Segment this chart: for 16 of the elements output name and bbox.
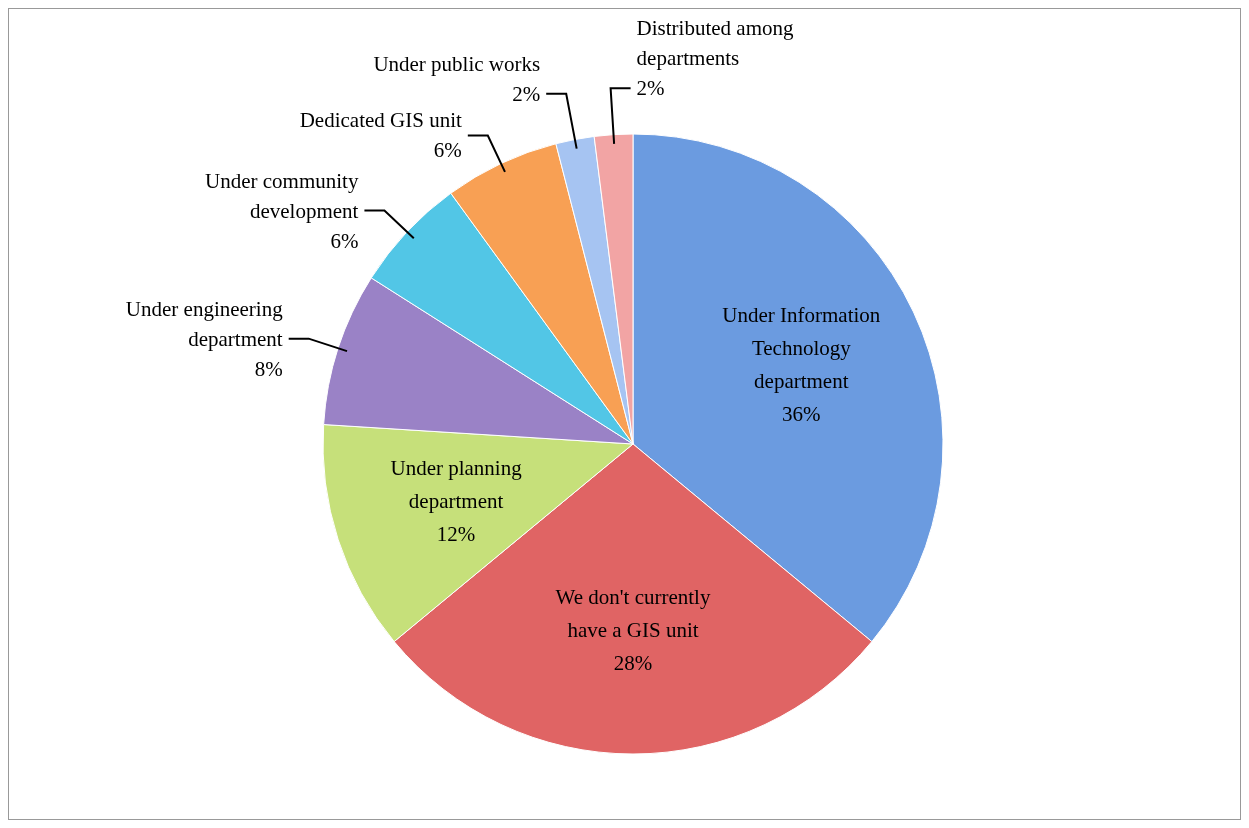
data-label: 8% [254,356,283,381]
data-label: 6% [433,138,462,163]
slice-label: Under Information Technology department [722,303,881,394]
slice-label: Dedicated GIS unit [299,108,462,133]
slice-label: We don't currently have a GIS unit [555,585,711,642]
data-label: 6% [330,228,359,253]
slice-label: Under public works [373,51,541,76]
slice-label: Under planning department [390,456,523,514]
data-label: 28% [613,651,653,675]
slice-label: Distributed among departments [636,16,795,71]
data-label: 2% [636,76,665,101]
data-label: 2% [512,81,541,106]
data-label: 36% [782,402,821,427]
slice-label: Under engineering department [125,296,284,351]
slice-label: Under community development [205,168,359,223]
data-label: 12% [436,522,476,547]
